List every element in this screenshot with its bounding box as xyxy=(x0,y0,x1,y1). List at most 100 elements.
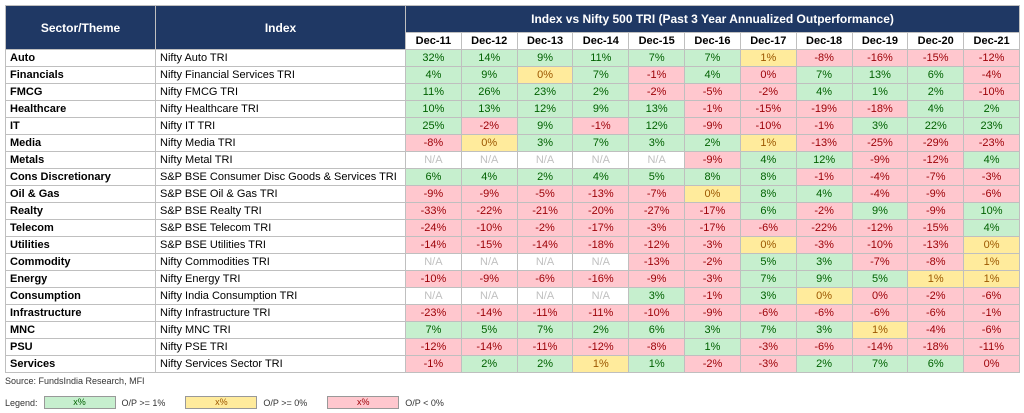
value-cell: -16% xyxy=(572,270,630,288)
value-cell: 4% xyxy=(795,185,853,203)
data-row: Oil & Gas S&P BSE Oil & Gas TRI -9% -9% -5% -… xyxy=(5,185,1020,203)
index-cell: S&P BSE Telecom TRI xyxy=(155,219,406,237)
value-cell: -20% xyxy=(572,202,630,220)
sector-cell: Energy xyxy=(5,270,156,288)
value-cell: N/A xyxy=(516,253,574,271)
value-cell: 2% xyxy=(795,355,853,373)
value-cell: -3% xyxy=(739,338,797,356)
value-cell: 1% xyxy=(963,253,1020,271)
value-cell: -2% xyxy=(516,219,574,237)
value-cell: -11% xyxy=(516,338,574,356)
value-cell: 0% xyxy=(963,236,1020,254)
value-cell: -4% xyxy=(851,168,909,186)
value-cell: -3% xyxy=(684,236,741,254)
value-cell: 5% xyxy=(739,253,797,271)
index-cell: Nifty Metal TRI xyxy=(155,151,406,169)
value-cell: 0% xyxy=(739,66,797,84)
year-header: Dec-15 xyxy=(628,32,686,50)
value-cell: -4% xyxy=(963,66,1020,84)
value-cell: -10% xyxy=(405,270,462,288)
value-cell: 14% xyxy=(460,49,518,67)
year-header: Dec-12 xyxy=(460,32,518,50)
value-cell: N/A xyxy=(405,253,462,271)
value-cell: -4% xyxy=(907,321,965,339)
value-cell: -10% xyxy=(460,219,518,237)
value-cell: N/A xyxy=(405,287,462,305)
sector-cell: Oil & Gas xyxy=(5,185,156,203)
index-cell: S&P BSE Realty TRI xyxy=(155,202,406,220)
value-cell: -23% xyxy=(963,134,1020,152)
value-cell: -2% xyxy=(460,117,518,135)
value-cell: 3% xyxy=(684,321,741,339)
value-cell: -12% xyxy=(405,338,462,356)
legend-swatch: x% xyxy=(185,396,258,409)
value-cell: -6% xyxy=(795,338,853,356)
value-cell: 0% xyxy=(516,66,574,84)
index-cell: Nifty IT TRI xyxy=(155,117,406,135)
legend-text: O/P < 0% xyxy=(405,397,444,408)
value-cell: 7% xyxy=(851,355,909,373)
value-cell: 2% xyxy=(963,100,1020,118)
sector-cell: Media xyxy=(5,134,156,152)
value-cell: -8% xyxy=(405,134,462,152)
value-cell: 1% xyxy=(851,321,909,339)
value-cell: -9% xyxy=(684,151,741,169)
value-cell: 10% xyxy=(405,100,462,118)
sector-cell: Consumption xyxy=(5,287,156,305)
value-cell: 9% xyxy=(572,100,630,118)
value-cell: -18% xyxy=(572,236,630,254)
value-cell: 13% xyxy=(851,66,909,84)
value-cell: 0% xyxy=(739,236,797,254)
sector-cell: Healthcare xyxy=(5,100,156,118)
index-cell: S&P BSE Utilities TRI xyxy=(155,236,406,254)
year-header: Dec-20 xyxy=(907,32,965,50)
legend-text: O/P >= 0% xyxy=(263,397,308,408)
index-cell: Nifty Infrastructure TRI xyxy=(155,304,406,322)
value-cell: -2% xyxy=(684,253,741,271)
value-cell: 6% xyxy=(907,66,965,84)
value-cell: 2% xyxy=(907,83,965,101)
value-cell: 5% xyxy=(851,270,909,288)
value-cell: -9% xyxy=(684,117,741,135)
value-cell: -1% xyxy=(684,287,741,305)
value-cell: -19% xyxy=(795,100,853,118)
value-cell: -7% xyxy=(628,185,686,203)
sector-cell: FMCG xyxy=(5,83,156,101)
legend-label: Legend: xyxy=(5,397,38,408)
year-header: Dec-13 xyxy=(516,32,574,50)
value-cell: -21% xyxy=(516,202,574,220)
value-cell: 1% xyxy=(851,83,909,101)
value-cell: -12% xyxy=(963,49,1020,67)
data-row: Healthcare Nifty Healthcare TRI 10% 13% 12% 9… xyxy=(5,100,1020,118)
value-cell: N/A xyxy=(628,151,686,169)
value-cell: 2% xyxy=(516,355,574,373)
sector-cell: Services xyxy=(5,355,156,373)
value-cell: -15% xyxy=(907,49,965,67)
value-cell: 7% xyxy=(739,270,797,288)
data-row: FMCG Nifty FMCG TRI 11% 26% 23% 2% -2% -5% -2% 4%… xyxy=(5,83,1020,101)
index-header: Index xyxy=(155,5,406,50)
value-cell: N/A xyxy=(572,151,630,169)
value-cell: N/A xyxy=(572,287,630,305)
legend-text: O/P >= 1% xyxy=(121,397,166,408)
year-header: Dec-18 xyxy=(795,32,853,50)
value-cell: 4% xyxy=(460,168,518,186)
value-cell: -18% xyxy=(907,338,965,356)
value-cell: -29% xyxy=(907,134,965,152)
value-cell: -8% xyxy=(907,253,965,271)
value-cell: -9% xyxy=(907,185,965,203)
data-row: Energy Nifty Energy TRI -10% -9% -6% -16% -9% -… xyxy=(5,270,1020,288)
value-cell: 1% xyxy=(907,270,965,288)
value-cell: -12% xyxy=(572,338,630,356)
value-cell: N/A xyxy=(572,253,630,271)
value-cell: 25% xyxy=(405,117,462,135)
value-cell: -13% xyxy=(907,236,965,254)
value-cell: -11% xyxy=(963,338,1020,356)
value-cell: 12% xyxy=(795,151,853,169)
value-cell: 3% xyxy=(795,321,853,339)
value-cell: 1% xyxy=(963,270,1020,288)
value-cell: -13% xyxy=(572,185,630,203)
value-cell: -18% xyxy=(851,100,909,118)
value-cell: -25% xyxy=(851,134,909,152)
value-cell: -5% xyxy=(516,185,574,203)
